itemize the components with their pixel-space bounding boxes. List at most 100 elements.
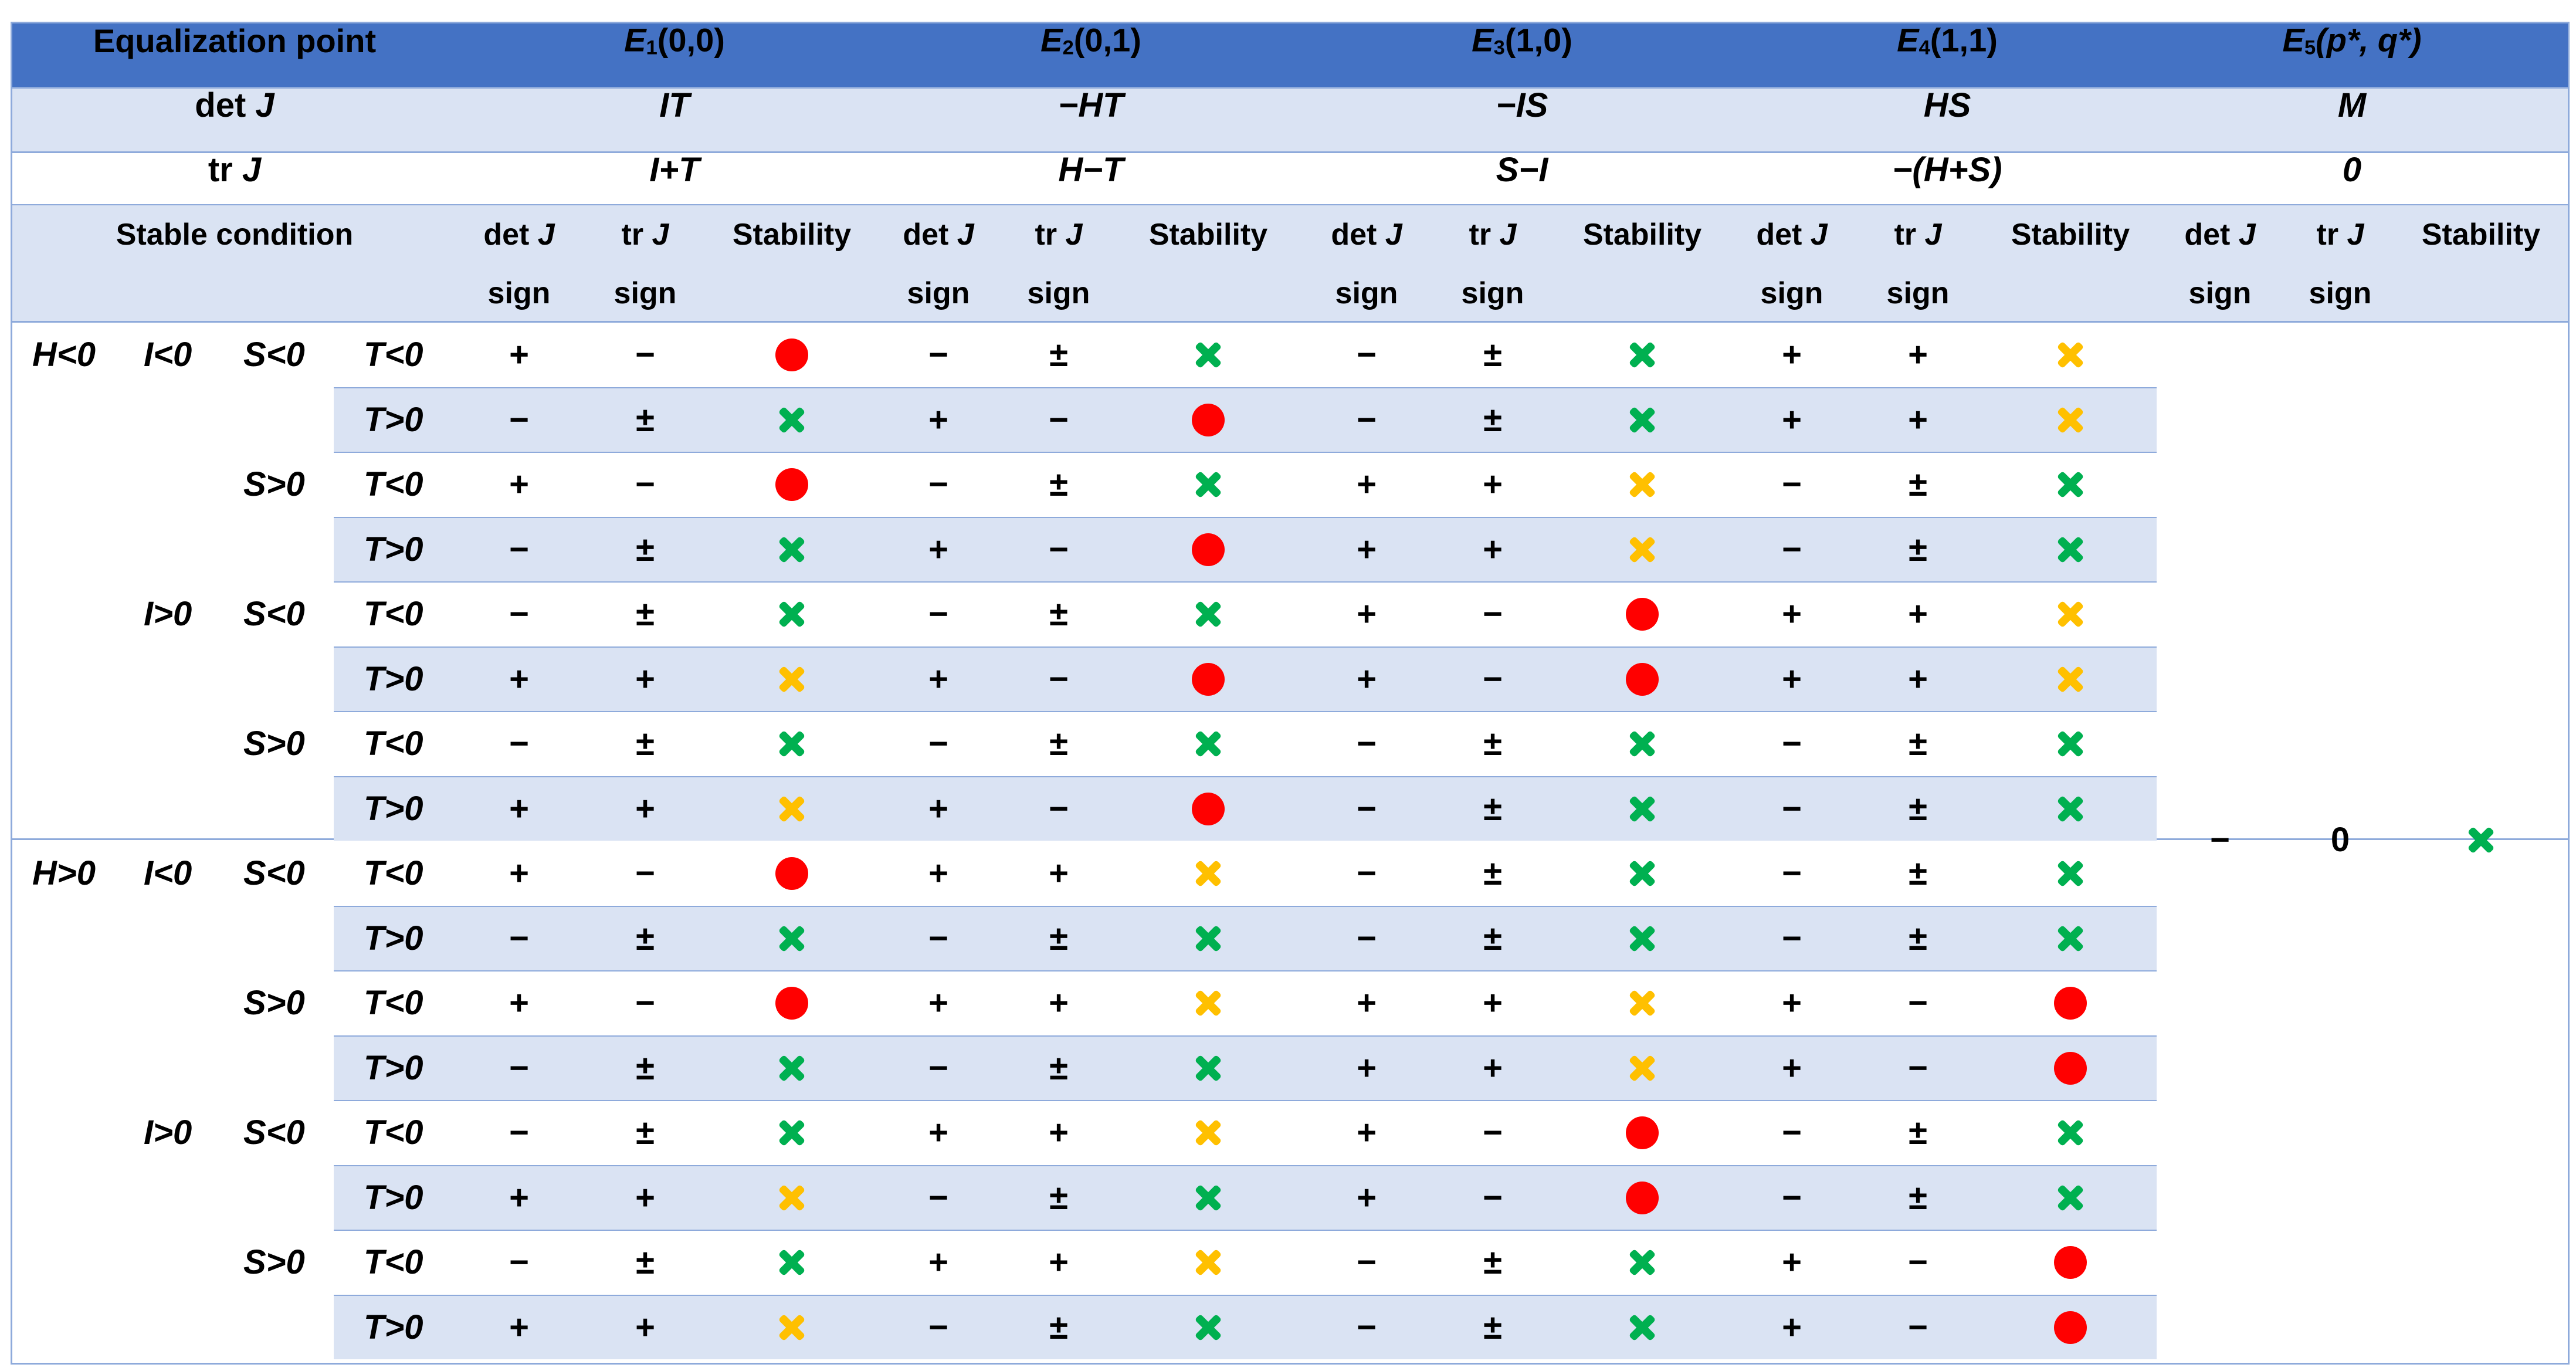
tr-sign-value: ± <box>1483 789 1502 828</box>
point-letter: E <box>2282 21 2304 59</box>
row-band <box>334 906 2157 970</box>
det-sign-value: + <box>928 659 948 698</box>
det-sign-value: + <box>928 1113 948 1152</box>
det-row <box>11 87 2570 151</box>
condition-h: H>0 <box>32 854 96 893</box>
point-subscript: 3 <box>1493 36 1505 59</box>
yellow-cross-icon <box>1626 533 1659 566</box>
condition-t: T<0 <box>364 336 423 374</box>
green-cross-icon <box>775 1116 808 1149</box>
header-point-e5: E5(p*, q*) <box>2282 21 2421 59</box>
tr-sign-sub: sign <box>614 276 677 310</box>
point-coordinates: (0,0) <box>657 21 725 59</box>
yellow-cross-icon <box>1192 1116 1225 1149</box>
point-subscript: 5 <box>2304 36 2316 59</box>
det-sign-value: + <box>1357 984 1377 1023</box>
green-cross-icon <box>775 727 808 760</box>
row-divider <box>334 581 2157 583</box>
det-sign-header: det J <box>1331 219 1402 250</box>
yellow-cross-icon <box>1626 468 1659 501</box>
row-divider <box>334 1230 2157 1231</box>
point-coordinates: (1,0) <box>1504 21 1572 59</box>
det-sign-value: + <box>1357 465 1377 504</box>
tr-sign-sub: sign <box>1886 276 1950 310</box>
condition-s: S<0 <box>243 595 305 634</box>
det-sign-value: + <box>509 1178 529 1217</box>
tr-sign-value: − <box>635 465 655 504</box>
tr-sign-sub: sign <box>2309 276 2372 310</box>
det-sign-sub: sign <box>1335 276 1398 310</box>
det-sign-j: J <box>2238 218 2256 252</box>
green-cross-icon <box>775 1052 808 1085</box>
det-sign-sub: sign <box>2188 276 2252 310</box>
red-dot-icon <box>775 468 808 502</box>
green-cross-icon <box>2054 793 2087 825</box>
green-cross-icon <box>775 533 808 566</box>
tr-sign-value: + <box>1908 659 1928 698</box>
det-sign-value: + <box>1357 1178 1377 1217</box>
green-cross-icon <box>775 922 808 955</box>
header-row <box>11 22 2570 87</box>
det-value-e4: HS <box>1923 86 1971 124</box>
det-sign-value: + <box>509 789 529 828</box>
tr-sign-value: + <box>1049 984 1069 1023</box>
condition-s: S<0 <box>243 1113 305 1152</box>
det-sign-j: J <box>1385 218 1402 252</box>
subheader-row <box>11 205 2570 321</box>
det-sign-value: − <box>509 595 529 634</box>
row-divider <box>334 970 2157 971</box>
condition-s: S>0 <box>243 465 305 504</box>
tr-sign-value: ± <box>636 919 655 957</box>
condition-t: T>0 <box>364 919 423 957</box>
det-sign-value: + <box>928 400 948 439</box>
red-dot-icon <box>2054 1311 2087 1344</box>
tr-sign-header: tr J <box>2317 219 2364 250</box>
green-cross-icon <box>2054 1116 2087 1149</box>
tr-sign-value: − <box>1483 595 1503 634</box>
tr-label-plain: tr <box>208 151 242 189</box>
det-value-e3: −IS <box>1496 86 1548 124</box>
green-cross-icon <box>1192 338 1225 371</box>
det-sign-value: − <box>928 919 948 957</box>
tr-sign-value: ± <box>1909 725 1927 763</box>
tr-sign-value: ± <box>1909 1178 1927 1217</box>
det-sign-value: − <box>509 400 529 439</box>
det-sign-value: − <box>509 725 529 763</box>
tr-sign-value: − <box>635 854 655 893</box>
det-row-label: det J <box>195 89 274 123</box>
stability-header: Stability <box>1582 218 1702 252</box>
tr-sign-j: J <box>1499 218 1517 252</box>
row-band <box>334 1165 2157 1230</box>
point-letter: E <box>1040 21 1063 59</box>
red-dot-icon <box>1192 533 1225 566</box>
red-dot-icon <box>775 857 808 891</box>
det-sign-value: − <box>928 1048 948 1087</box>
det-sign-value: − <box>928 725 948 763</box>
det-sign-value: − <box>509 919 529 957</box>
condition-t: T>0 <box>364 1308 423 1346</box>
tr-sign-header: tr J <box>622 219 669 250</box>
green-cross-icon <box>2054 533 2087 566</box>
det-sign-value: − <box>1782 465 1802 504</box>
det-sign-value: − <box>1782 725 1802 763</box>
tr-sign-value: ± <box>1909 465 1927 504</box>
green-cross-icon <box>1192 1182 1225 1214</box>
tr-sign-value: ± <box>1049 725 1068 763</box>
det-sign-value: + <box>928 530 948 568</box>
yellow-cross-icon <box>1192 987 1225 1020</box>
tr-sign-value: + <box>1049 1113 1069 1152</box>
condition-i: I<0 <box>144 336 192 374</box>
condition-t: T>0 <box>364 1178 423 1217</box>
point-subscript: 4 <box>1919 36 1930 59</box>
det-sign-value: + <box>509 1308 529 1346</box>
det-sign-value: + <box>1782 1243 1802 1282</box>
tr-sign-value: ± <box>636 725 655 763</box>
row-band <box>334 646 2157 711</box>
divider <box>11 151 2570 153</box>
tr-sign-value: ± <box>636 1113 655 1152</box>
row-divider <box>334 776 2157 777</box>
tr-sign-value: + <box>1483 1048 1503 1087</box>
row-band <box>334 776 2157 841</box>
red-dot-icon <box>775 987 808 1020</box>
green-cross-icon <box>2054 922 2087 955</box>
